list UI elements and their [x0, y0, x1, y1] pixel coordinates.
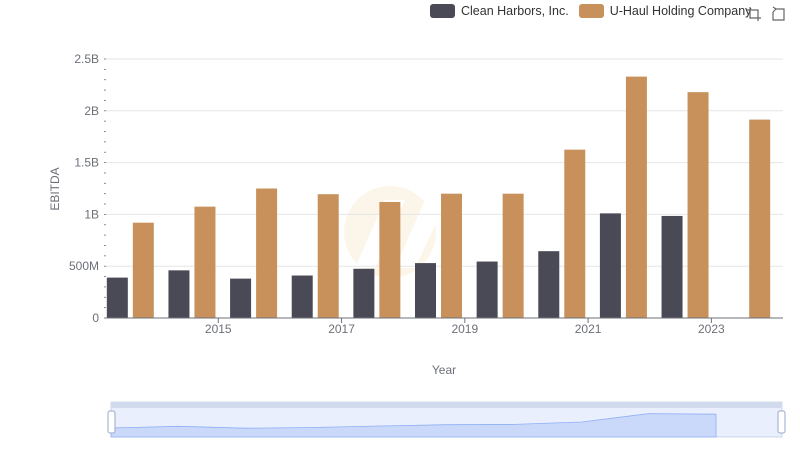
x-tick-label: 2023 — [698, 322, 725, 336]
x-tick-label: 2017 — [328, 322, 355, 336]
bar-clean-harbors-2015[interactable] — [168, 270, 190, 318]
bar-clean-harbors-2022[interactable] — [599, 213, 621, 318]
y-tick-label: 500M — [69, 259, 99, 273]
y-axis-title: EBITDA — [48, 167, 62, 210]
bar-uhaul-2023[interactable] — [687, 92, 709, 318]
x-tick-label: 2015 — [205, 322, 232, 336]
bar-clean-harbors-2023[interactable] — [661, 215, 683, 318]
legend-item-clean-harbors[interactable]: Clean Harbors, Inc. — [430, 4, 569, 18]
y-tick-label: 2.5B — [74, 52, 99, 66]
y-tick-label: 2B — [84, 104, 99, 118]
bar-uhaul-2016[interactable] — [256, 188, 278, 319]
bar-clean-harbors-2016[interactable] — [230, 278, 252, 318]
legend-label-clean-harbors: Clean Harbors, Inc. — [461, 4, 569, 18]
bar-clean-harbors-2014[interactable] — [106, 277, 128, 318]
legend-swatch-clean-harbors — [430, 4, 455, 18]
restore-icon[interactable] — [770, 6, 786, 22]
legend-label-uhaul: U-Haul Holding Company — [609, 4, 752, 18]
bar-clean-harbors-2017[interactable] — [291, 275, 313, 318]
bar-uhaul-2024[interactable] — [749, 119, 771, 318]
y-tick-label: 1.5B — [74, 156, 99, 170]
bar-clean-harbors-2020[interactable] — [476, 261, 498, 318]
bar-uhaul-2019[interactable] — [441, 193, 462, 318]
y-tick-label: 1B — [84, 207, 99, 221]
y-tick-label: 0 — [92, 311, 99, 325]
datazoom-handle-right[interactable] — [777, 410, 786, 434]
datazoom-area — [110, 413, 717, 438]
toolbox — [746, 6, 786, 22]
datazoom-handle-left[interactable] — [107, 410, 116, 434]
bar-uhaul-2022[interactable] — [625, 76, 647, 318]
bar-clean-harbors-2019[interactable] — [415, 263, 436, 318]
bar-uhaul-2020[interactable] — [502, 193, 524, 318]
x-tick-label: 2021 — [575, 322, 602, 336]
legend-swatch-uhaul — [578, 4, 604, 18]
y-axis: 0 500M 1B 1.5B 2B 2.5B — [69, 52, 106, 325]
legend: Clean Harbors, Inc. U-Haul Holding Compa… — [430, 4, 751, 18]
zoom-icon[interactable] — [746, 6, 762, 22]
datazoom-slider[interactable] — [107, 401, 786, 438]
bar-uhaul-2014[interactable] — [132, 222, 154, 318]
bar-clean-harbors-2018[interactable] — [353, 268, 375, 318]
bar-uhaul-2021[interactable] — [564, 149, 586, 318]
legend-item-uhaul[interactable]: U-Haul Holding Company — [578, 4, 752, 18]
x-tick-label: 2019 — [451, 322, 478, 336]
bars — [106, 76, 771, 319]
x-axis: 2015 2017 2019 2021 2023 — [105, 317, 783, 336]
x-axis-title: Year — [432, 363, 456, 377]
bar-uhaul-2017[interactable] — [317, 194, 339, 318]
bar-uhaul-2018[interactable] — [379, 201, 401, 318]
bar-uhaul-2015[interactable] — [194, 206, 216, 318]
datazoom-move-bar[interactable] — [111, 402, 782, 408]
bar-clean-harbors-2021[interactable] — [538, 251, 560, 318]
